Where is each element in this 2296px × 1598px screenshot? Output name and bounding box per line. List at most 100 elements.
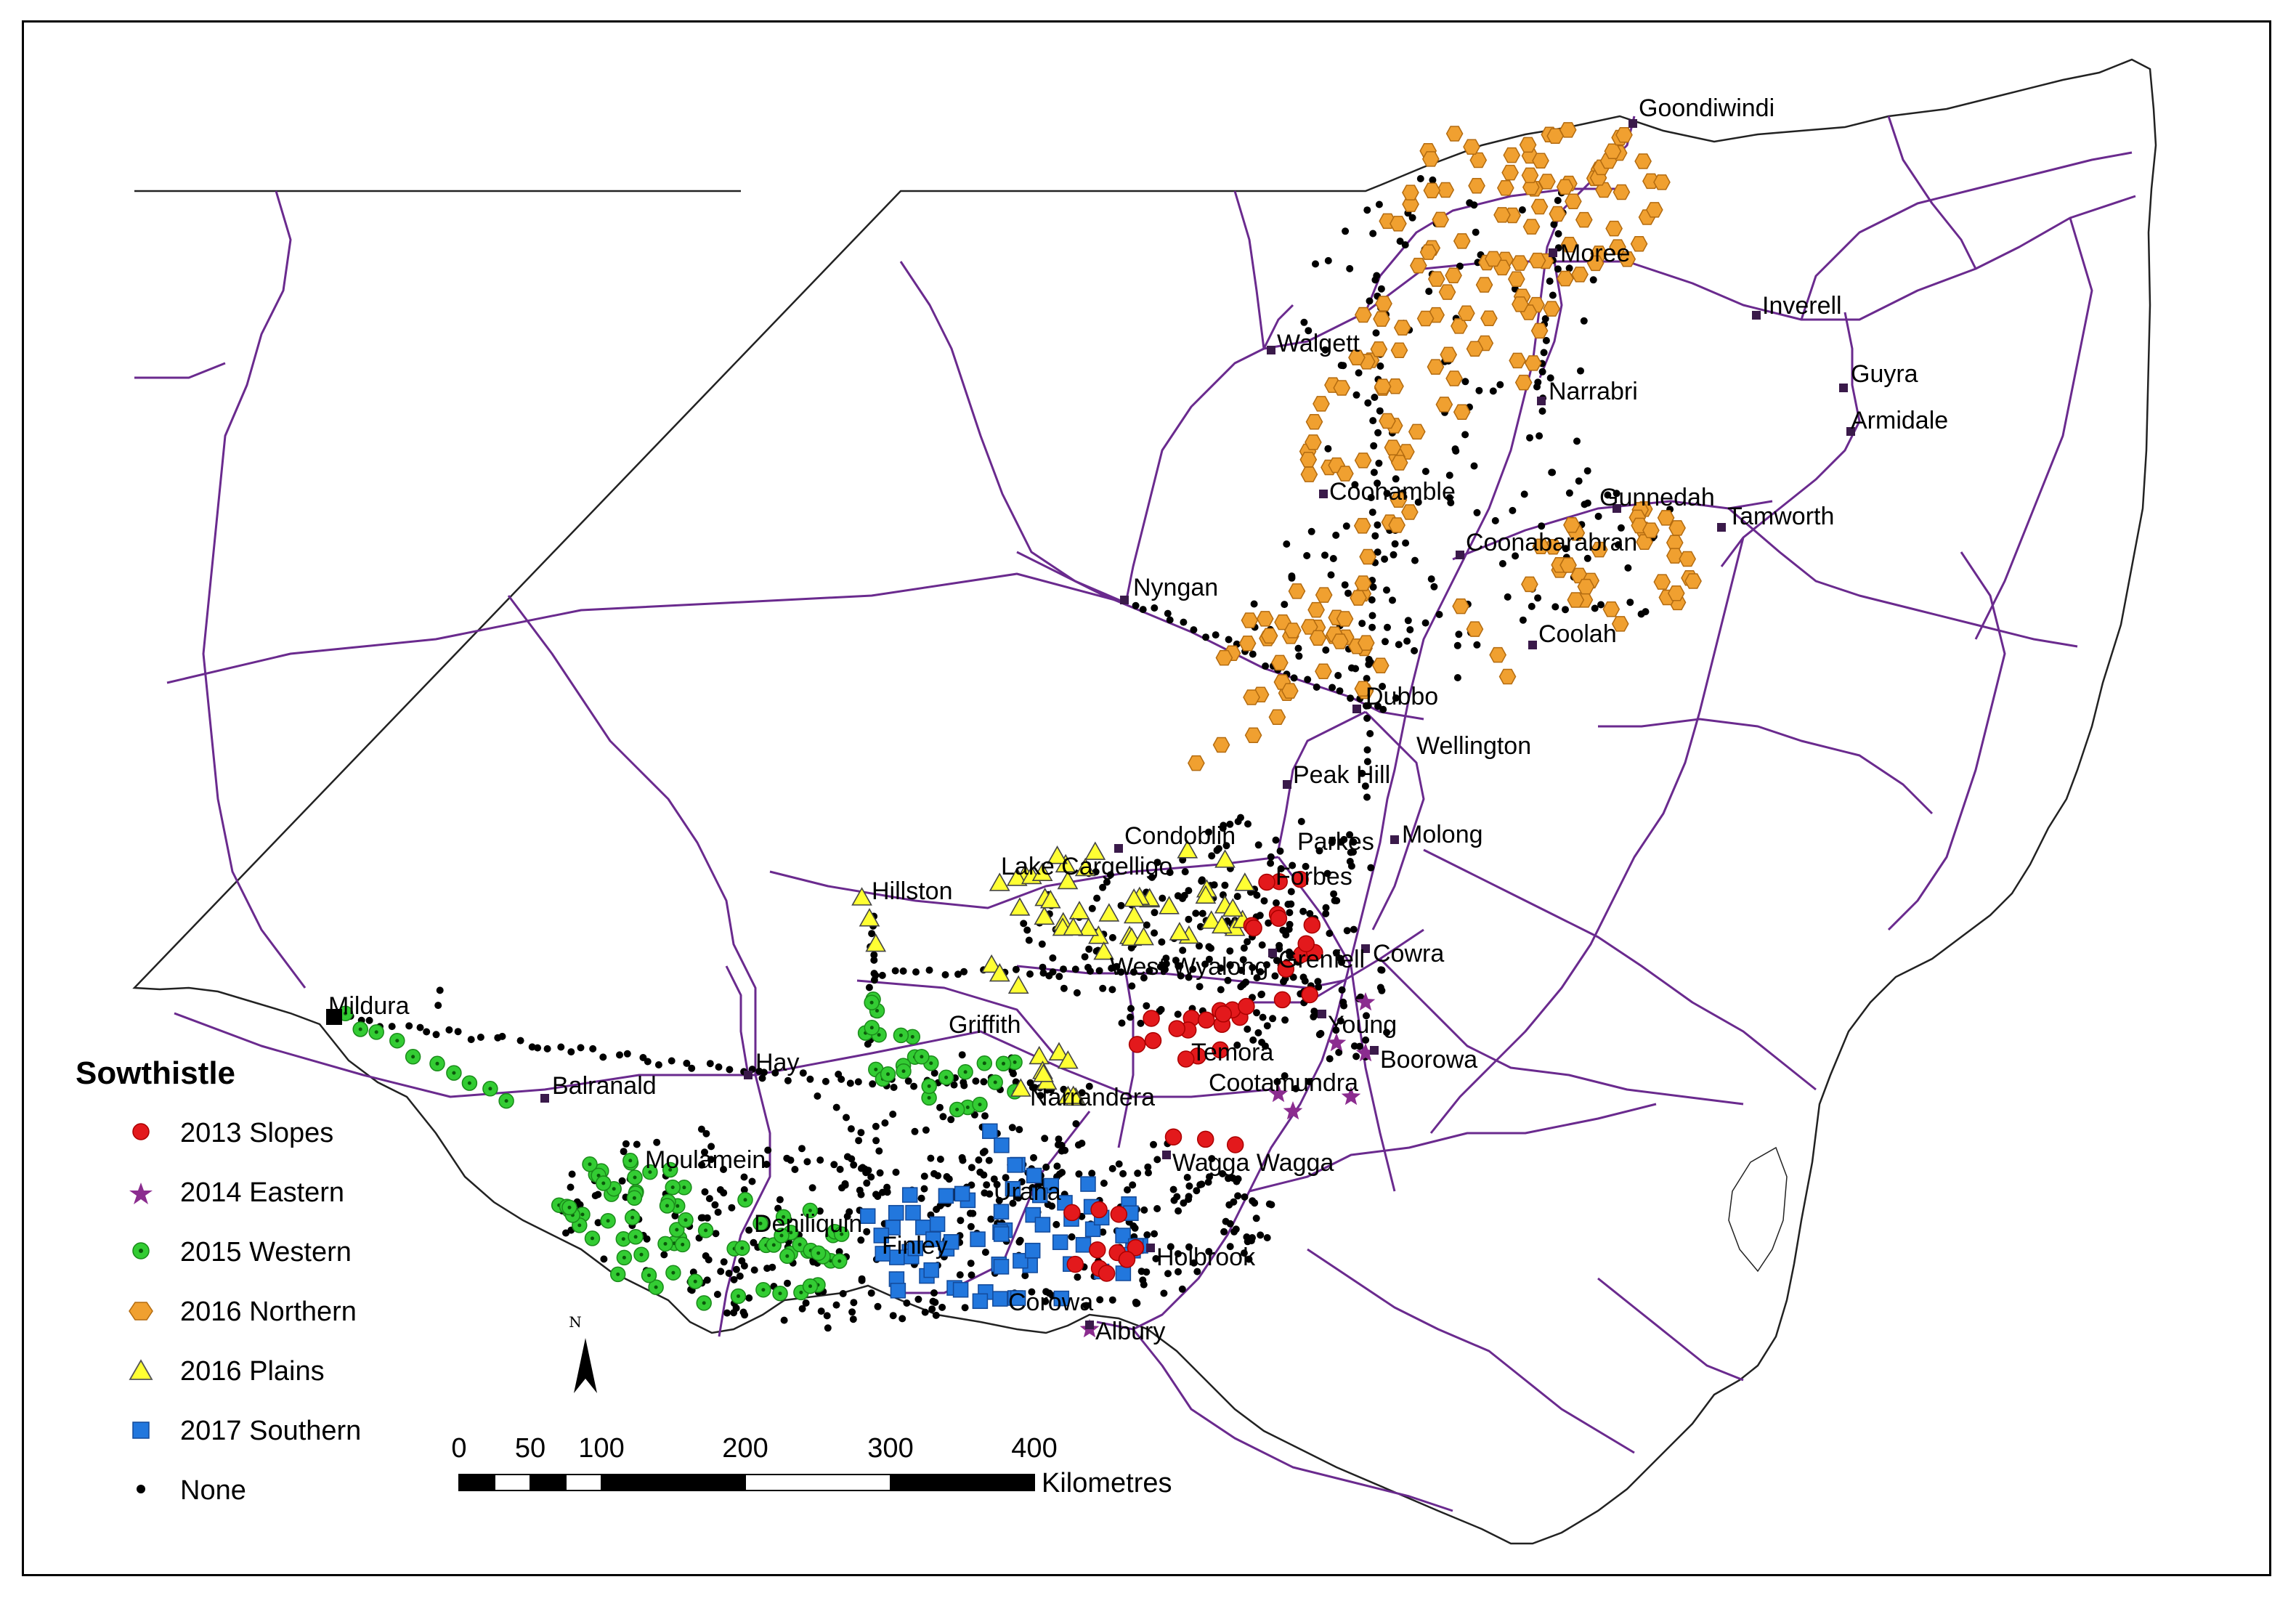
none-point xyxy=(867,1289,875,1297)
town-label-hay: Hay xyxy=(755,1049,799,1076)
northern-2016-point xyxy=(1567,592,1585,608)
legend-label: 2016 Northern xyxy=(180,1297,357,1327)
none-point xyxy=(1404,617,1412,625)
town-marker xyxy=(540,1094,549,1103)
none-point xyxy=(697,1125,705,1133)
western-2015-point-center xyxy=(929,1061,933,1066)
northern-2016-point xyxy=(1509,352,1526,369)
western-2015-point-center xyxy=(663,1241,668,1246)
northern-2016-point xyxy=(1390,455,1408,471)
northern-2016-point xyxy=(1595,182,1613,198)
none-point xyxy=(1265,919,1273,927)
southern-2017-point xyxy=(1013,1252,1029,1269)
northern-2016-point xyxy=(1440,346,1458,363)
eastern-2014-point xyxy=(1341,1087,1361,1106)
town-label-finley: Finley xyxy=(882,1232,948,1260)
none-point xyxy=(654,1061,662,1068)
western-2015-point-center xyxy=(654,1285,658,1289)
none-point xyxy=(1577,367,1584,375)
none-point xyxy=(1009,1199,1017,1207)
none-point xyxy=(1253,891,1261,899)
none-point xyxy=(1025,936,1033,944)
none-point xyxy=(1202,633,1209,641)
town-label-forbes: Forbes xyxy=(1275,863,1352,891)
none-point xyxy=(1447,499,1455,507)
none-point xyxy=(498,1032,506,1040)
none-point xyxy=(861,1165,869,1173)
none-point xyxy=(714,1208,722,1216)
southern-2017-point xyxy=(943,1234,960,1250)
town-marker xyxy=(1319,490,1328,498)
none-point xyxy=(1058,1141,1066,1149)
none-point xyxy=(776,1196,784,1204)
slopes-2013-point xyxy=(1226,1136,1244,1153)
southern-2017-point xyxy=(1075,1237,1092,1253)
slopes-2013-point xyxy=(1098,1265,1116,1282)
none-point xyxy=(730,1275,738,1283)
none-point xyxy=(1336,954,1344,962)
western-2015-point-center xyxy=(648,1170,652,1175)
town-marker xyxy=(1537,397,1546,405)
southern-2017-point xyxy=(923,1262,939,1278)
western-2015-point-center xyxy=(374,1030,378,1034)
plains-2016-point xyxy=(1007,975,1029,994)
slopes-2013-point xyxy=(1118,1251,1136,1268)
plains-2016-point xyxy=(1039,890,1061,909)
northern-2016-point xyxy=(1642,522,1660,538)
none-point xyxy=(745,1294,753,1302)
red-circle-icon xyxy=(132,1123,150,1140)
none-point xyxy=(1158,938,1166,946)
none-point xyxy=(1565,264,1573,272)
none-point xyxy=(1205,828,1212,836)
plains-2016-point xyxy=(1074,857,1096,877)
none-point xyxy=(1312,260,1319,268)
none-point xyxy=(904,1077,912,1085)
north-arrow-label: N xyxy=(569,1313,582,1331)
none-point xyxy=(1055,973,1063,981)
town-label-corowa: Corowa xyxy=(1008,1289,1093,1316)
western-2015-point-center xyxy=(504,1099,508,1103)
none-point xyxy=(1192,909,1200,917)
slopes-2013-point xyxy=(1168,1020,1185,1037)
none-point xyxy=(1455,630,1463,638)
southern-2017-point xyxy=(1031,1187,1048,1204)
none-point xyxy=(1604,491,1612,499)
southern-2017-point xyxy=(993,1259,1010,1275)
northern-2016-point xyxy=(1336,611,1354,627)
none-point xyxy=(1196,942,1203,950)
northern-2016-point xyxy=(1538,174,1556,190)
none-point xyxy=(1411,646,1419,654)
none-point xyxy=(993,1180,1001,1188)
none-point xyxy=(1143,1231,1151,1239)
none-point xyxy=(1277,865,1285,872)
none-point xyxy=(947,1116,955,1124)
western-2015-point-center xyxy=(639,1252,644,1257)
none-point xyxy=(1071,965,1079,973)
northern-2016-point xyxy=(1421,151,1440,167)
none-point xyxy=(720,1166,727,1173)
none-point xyxy=(1542,336,1550,344)
none-point xyxy=(1549,291,1557,299)
none-point xyxy=(883,1188,891,1196)
western-2015-point-center xyxy=(877,1033,881,1037)
none-point xyxy=(1414,498,1422,506)
western-2015-point-center xyxy=(758,1221,763,1225)
northern-2016-point xyxy=(1563,517,1581,533)
town-label-molong: Molong xyxy=(1402,821,1483,848)
none-point xyxy=(870,956,878,964)
northern-2016-point xyxy=(1445,267,1462,284)
town-label-coonabarabran: Coonabarabran xyxy=(1466,529,1637,556)
none-point xyxy=(1332,949,1340,957)
none-point xyxy=(467,1036,475,1044)
none-point xyxy=(1166,869,1174,877)
southern-2017-point xyxy=(1010,1290,1026,1306)
none-point xyxy=(889,1312,897,1320)
none-point xyxy=(1099,883,1107,891)
none-point xyxy=(1052,1220,1060,1228)
none-point xyxy=(1554,230,1562,238)
northern-2016-point xyxy=(1284,622,1302,638)
none-point xyxy=(1055,1135,1063,1143)
none-point xyxy=(1372,329,1380,337)
northern-2016-point xyxy=(1466,341,1484,357)
none-point xyxy=(701,1148,708,1156)
